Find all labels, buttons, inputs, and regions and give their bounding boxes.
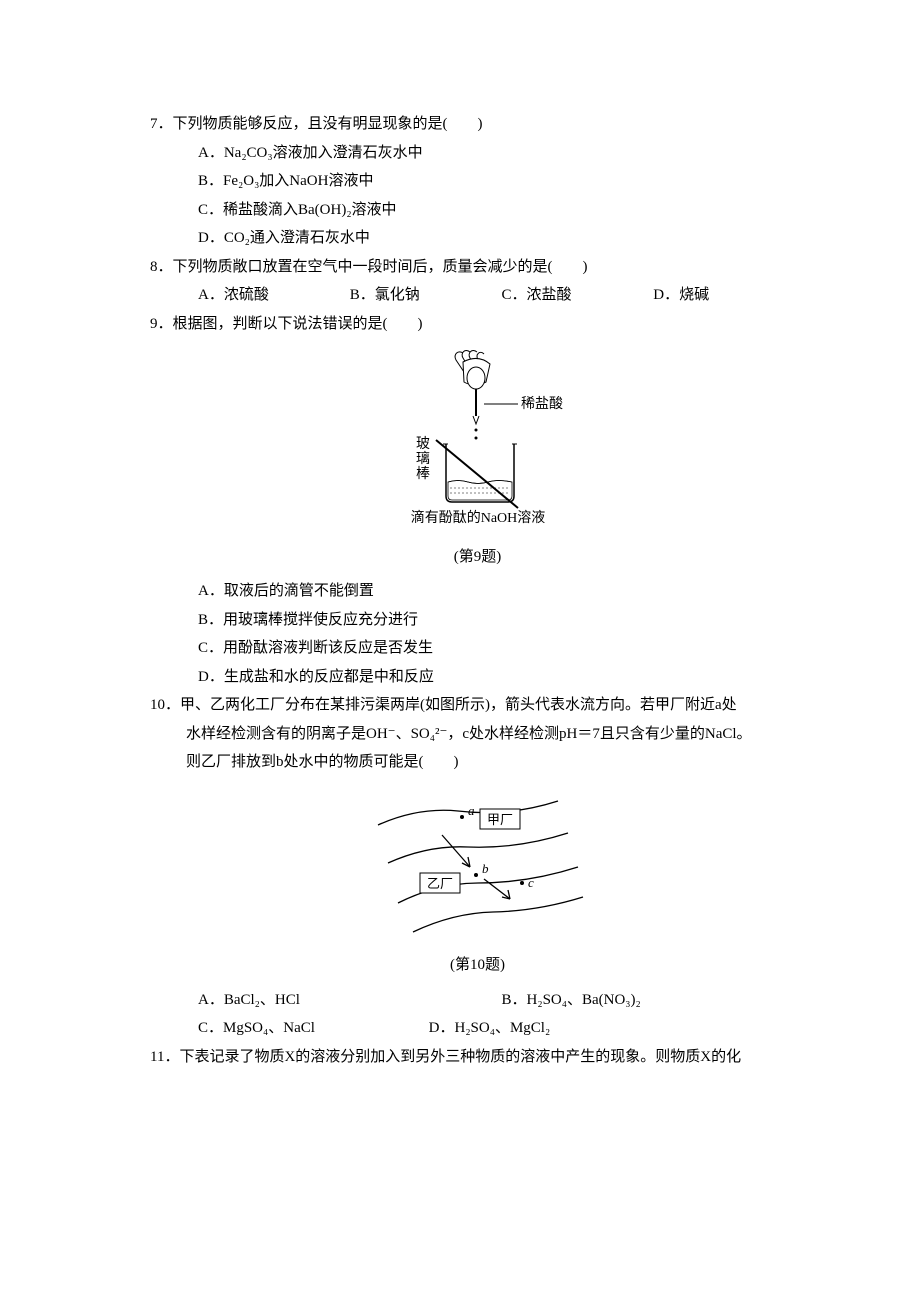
q8-num: 8． bbox=[150, 259, 173, 275]
q10-caption: (第10题) bbox=[150, 951, 805, 980]
q9-opt-b: B．用玻璃棒搅拌使反应充分进行 bbox=[198, 606, 805, 635]
q10-stem-3: 则乙厂排放到b处水中的物质可能是( ) bbox=[150, 748, 805, 777]
q7-stem-pre: 下列物质能够反应，且没有明显现象的是( bbox=[173, 116, 448, 132]
q10-stem-1: 10．甲、乙两化工厂分布在某排污渠两岸(如图所示)，箭头代表水流方向。若甲厂附近… bbox=[150, 691, 805, 720]
q9-stem-post: ) bbox=[418, 316, 423, 332]
q10-stem-l3-pre: 则乙厂排放到b处水中的物质可能是( bbox=[186, 754, 424, 770]
q7-blank bbox=[448, 116, 478, 132]
q11-stem-l1: 下表记录了物质X的溶液分别加入到另外三种物质的溶液中产生的现象。则物质X的化 bbox=[179, 1049, 741, 1065]
q10-figure: 甲厂 a 乙厂 b c bbox=[150, 787, 805, 948]
q10-opt-c: C．MgSO₄、NaCl bbox=[198, 1020, 315, 1036]
q8-stem-post: ) bbox=[583, 259, 588, 275]
q8-opt-d: D．烧碱 bbox=[653, 287, 709, 303]
q8-stem: 8．下列物质敞口放置在空气中一段时间后，质量会减少的是( ) bbox=[150, 253, 805, 282]
q7-opt-b: B．Fe₂O₃加入NaOH溶液中 bbox=[198, 167, 805, 196]
q9-label-acid: 稀盐酸 bbox=[521, 396, 563, 412]
q10-blank bbox=[424, 754, 454, 770]
q10-label-c: c bbox=[528, 875, 534, 890]
q9-opt-c: C．用酚酞溶液判断该反应是否发生 bbox=[198, 634, 805, 663]
q10-opt-a: A．BaCl₂、HCl bbox=[198, 992, 300, 1008]
q10-stem-l1: 甲、乙两化工厂分布在某排污渠两岸(如图所示)，箭头代表水流方向。若甲厂附近a处 bbox=[180, 697, 737, 713]
q9-label-bottom: 滴有酚酞的NaOH溶液 bbox=[410, 509, 545, 526]
q10-label-jia: 甲厂 bbox=[486, 812, 512, 827]
q10-opt-b: B．H₂SO₄、Ba(NO₃)₂ bbox=[502, 992, 641, 1008]
q9-opt-a: A．取液后的滴管不能倒置 bbox=[198, 577, 805, 606]
q10-stem-2: 水样经检测含有的阴离子是OH⁻、SO₄²⁻，c处水样经检测pH＝7且只含有少量的… bbox=[150, 720, 805, 749]
q9-label-rod3: 棒 bbox=[416, 466, 430, 482]
q7-stem: 7．下列物质能够反应，且没有明显现象的是( ) bbox=[150, 110, 805, 139]
q10-stem-l3-post: ) bbox=[454, 754, 459, 770]
q7-stem-post: ) bbox=[478, 116, 483, 132]
q8-opt-b: B．氯化钠 bbox=[350, 287, 420, 303]
q9-label-rod1: 玻 bbox=[416, 436, 430, 452]
q7-opt-a: A．Na₂CO₃溶液加入澄清石灰水中 bbox=[198, 139, 805, 168]
q9-figure: 稀盐酸 玻 璃 棒 滴有酚酞的NaOH溶液 bbox=[150, 348, 805, 539]
q9-stem-pre: 根据图，判断以下说法错误的是( bbox=[173, 316, 388, 332]
q11-stem-1: 11．下表记录了物质X的溶液分别加入到另外三种物质的溶液中产生的现象。则物质X的… bbox=[150, 1043, 805, 1072]
q9-stem: 9．根据图，判断以下说法错误的是( ) bbox=[150, 310, 805, 339]
q10-num: 10． bbox=[150, 697, 180, 713]
q9-label-rod2: 璃 bbox=[416, 450, 430, 467]
q10-label-b: b bbox=[482, 861, 489, 876]
q10-opt-d: D．H₂SO₄、MgCl₂ bbox=[429, 1020, 551, 1036]
q11-num: 11． bbox=[150, 1049, 179, 1065]
q8-blank bbox=[553, 259, 583, 275]
q8-opt-c: C．浓盐酸 bbox=[502, 287, 572, 303]
q9-num: 9． bbox=[150, 316, 173, 332]
q7-opt-d: D．CO₂通入澄清石灰水中 bbox=[198, 224, 805, 253]
q8-opt-a: A．浓硫酸 bbox=[198, 287, 269, 303]
q10-label-a: a bbox=[468, 803, 475, 818]
q10-label-yi: 乙厂 bbox=[426, 876, 452, 891]
q9-blank bbox=[388, 316, 418, 332]
q9-caption: (第9题) bbox=[150, 543, 805, 572]
q7-num: 7． bbox=[150, 116, 173, 132]
q7-opt-c: C．稀盐酸滴入Ba(OH)₂溶液中 bbox=[198, 196, 805, 225]
q8-stem-pre: 下列物质敞口放置在空气中一段时间后，质量会减少的是( bbox=[173, 259, 553, 275]
q9-opt-d: D．生成盐和水的反应都是中和反应 bbox=[198, 663, 805, 692]
